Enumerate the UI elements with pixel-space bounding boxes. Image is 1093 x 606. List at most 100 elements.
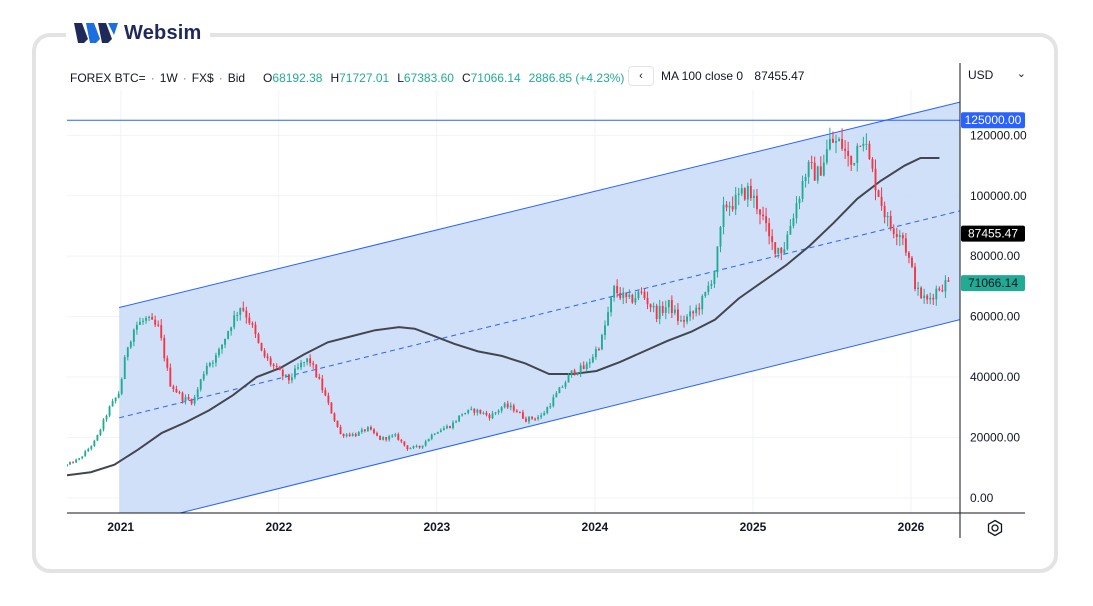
- settings-gear-icon[interactable]: [986, 519, 1004, 537]
- candle-up: [239, 308, 242, 315]
- candle-up: [734, 194, 737, 210]
- candle-down: [175, 388, 178, 393]
- candle-down: [938, 288, 941, 291]
- candle-down: [254, 324, 257, 335]
- x-tick-label: 2026: [898, 520, 925, 534]
- candle-up: [704, 292, 707, 297]
- candle-up: [351, 433, 354, 436]
- interval-label[interactable]: 1W: [159, 71, 178, 85]
- candle-down: [321, 378, 324, 391]
- candle-up: [576, 373, 579, 375]
- candle-down: [847, 150, 850, 156]
- candle-down: [573, 370, 576, 375]
- x-tick-label: 2022: [265, 520, 292, 534]
- ma-price-label-bg: [961, 225, 1025, 242]
- candle-up: [202, 374, 205, 380]
- candle-up: [610, 297, 613, 313]
- price-scale-labels: 125000.00 87455.47 71066.14: [961, 112, 1025, 292]
- symbol-name[interactable]: FOREX BTC=: [70, 71, 146, 85]
- candle-down: [649, 304, 652, 308]
- candle-down: [169, 367, 172, 387]
- candle-up: [528, 416, 530, 422]
- close-key: C: [461, 71, 471, 85]
- candle-up: [898, 235, 901, 237]
- candle-up: [69, 462, 71, 465]
- candle-down: [844, 148, 847, 151]
- candle-up: [436, 432, 439, 434]
- ma-line-path: [67, 156, 940, 477]
- candle-up: [637, 291, 640, 299]
- candle-down: [901, 235, 904, 239]
- candle-up: [105, 415, 108, 420]
- candle-down: [868, 143, 871, 160]
- candle-down: [181, 392, 184, 402]
- candle-up: [421, 445, 424, 448]
- y-tick-label: 120000.00: [970, 128, 1027, 142]
- ma-legend[interactable]: MA 100 close 0 87455.47: [661, 69, 804, 83]
- candle-up: [221, 344, 223, 350]
- candle-up: [710, 283, 713, 286]
- candle-down: [877, 190, 880, 197]
- candle-down: [376, 433, 378, 436]
- candle-down: [892, 228, 895, 234]
- candle-up: [929, 297, 932, 300]
- candle-down: [154, 319, 157, 325]
- candle-up: [294, 368, 296, 378]
- ma-price-label: 87455.47: [968, 227, 1018, 241]
- candle-up: [439, 430, 442, 433]
- candle-up: [78, 458, 81, 460]
- y-tick-label: 40000.00: [970, 370, 1020, 384]
- candle-up: [944, 280, 947, 292]
- candle-up: [886, 216, 889, 218]
- candle-down: [941, 290, 944, 292]
- candle-up: [129, 341, 132, 348]
- candle-up: [218, 349, 220, 356]
- candle-down: [385, 437, 388, 440]
- candle-up: [804, 177, 807, 181]
- candle-down: [926, 295, 929, 300]
- candle-down: [315, 364, 318, 378]
- candle-up: [798, 198, 801, 204]
- high-key: H: [330, 71, 340, 85]
- candle-up: [394, 434, 397, 436]
- currency-selector[interactable]: USD ⌄: [968, 66, 1026, 84]
- ma-value: 87455.47: [754, 69, 805, 83]
- candle-up: [795, 203, 798, 219]
- candle-down: [363, 429, 366, 431]
- candle-up: [746, 185, 749, 200]
- candle-up: [214, 355, 217, 363]
- collapse-legend-button[interactable]: ‹: [628, 66, 654, 86]
- last-price-label: 71066.14: [968, 276, 1018, 290]
- hline-price-label: 125000.00: [965, 113, 1022, 127]
- candle-down: [813, 162, 816, 181]
- candle-down: [336, 420, 339, 427]
- candle-up: [546, 407, 549, 414]
- candle-down: [278, 366, 281, 371]
- websim-logo-icon: [74, 23, 118, 43]
- candle-down: [768, 223, 771, 237]
- candle-up: [783, 249, 786, 254]
- candle-down: [403, 441, 406, 446]
- candle-up: [737, 193, 740, 195]
- candle-up: [227, 331, 230, 339]
- candle-down: [880, 196, 883, 206]
- candle-up: [695, 307, 698, 314]
- candle-down: [643, 291, 646, 299]
- candle-down: [397, 434, 400, 440]
- candle-down: [245, 310, 248, 318]
- candle-up: [391, 435, 394, 437]
- candle-down: [911, 257, 913, 267]
- candle-up: [224, 338, 226, 345]
- candle-up: [667, 299, 670, 308]
- candle-down: [330, 402, 333, 414]
- candle-up: [211, 362, 214, 364]
- candle-up: [345, 434, 348, 437]
- candle-up: [445, 426, 448, 429]
- last-price-label-bg: [961, 275, 1025, 292]
- candle-down: [370, 427, 372, 430]
- candle-up: [84, 451, 87, 457]
- candle-up: [789, 225, 792, 235]
- candle-up: [388, 436, 391, 440]
